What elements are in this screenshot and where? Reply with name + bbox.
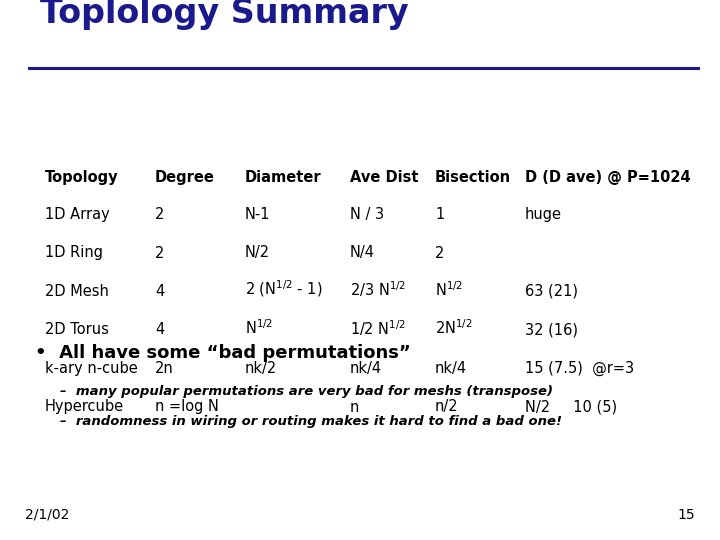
Text: 2N$^{1/2}$: 2N$^{1/2}$	[435, 319, 472, 338]
Text: D (D ave) @ P=1024: D (D ave) @ P=1024	[525, 170, 690, 185]
Text: 32 (16): 32 (16)	[525, 322, 578, 338]
Text: 2/1/02: 2/1/02	[25, 508, 69, 522]
Text: –  randomness in wiring or routing makes it hard to find a bad one!: – randomness in wiring or routing makes …	[60, 415, 562, 428]
Text: 2: 2	[155, 207, 164, 222]
Text: Degree: Degree	[155, 170, 215, 185]
Text: N/2     10 (5): N/2 10 (5)	[525, 400, 617, 415]
Text: 2: 2	[155, 246, 164, 260]
Text: 63 (21): 63 (21)	[525, 284, 578, 299]
Text: •  All have some “bad permutations”: • All have some “bad permutations”	[35, 344, 410, 362]
Text: huge: huge	[525, 207, 562, 222]
Text: –  many popular permutations are very bad for meshs (transpose): – many popular permutations are very bad…	[60, 385, 553, 398]
Text: 2: 2	[435, 246, 444, 260]
Text: N$^{1/2}$: N$^{1/2}$	[245, 319, 273, 338]
Text: k-ary n-cube: k-ary n-cube	[45, 361, 138, 376]
Text: 15 (7.5)  @r=3: 15 (7.5) @r=3	[525, 361, 634, 376]
Text: nk/4: nk/4	[435, 361, 467, 376]
Text: n =log N: n =log N	[155, 400, 219, 415]
Text: Toplology Summary: Toplology Summary	[40, 0, 409, 30]
Text: N/2: N/2	[245, 246, 270, 260]
Text: nk/4: nk/4	[350, 361, 382, 376]
Text: 2/3 N$^{1/2}$: 2/3 N$^{1/2}$	[350, 279, 406, 299]
Text: 2D Mesh: 2D Mesh	[45, 284, 109, 299]
Text: 2n: 2n	[155, 361, 174, 376]
Text: 4: 4	[155, 284, 164, 299]
Text: N / 3: N / 3	[350, 207, 384, 222]
Text: 4: 4	[155, 322, 164, 338]
Text: 2D Torus: 2D Torus	[45, 322, 109, 338]
Text: nk/2: nk/2	[245, 361, 277, 376]
Text: 1/2 N$^{1/2}$: 1/2 N$^{1/2}$	[350, 318, 406, 338]
Text: 1: 1	[435, 207, 444, 222]
Text: n: n	[350, 400, 359, 415]
Text: Diameter: Diameter	[245, 170, 322, 185]
Text: 1D Ring: 1D Ring	[45, 246, 103, 260]
Text: Bisection: Bisection	[435, 170, 511, 185]
Text: Hypercube: Hypercube	[45, 400, 124, 415]
Text: N/4: N/4	[350, 246, 375, 260]
Text: 15: 15	[678, 508, 695, 522]
Text: N-1: N-1	[245, 207, 271, 222]
Text: 1D Array: 1D Array	[45, 207, 109, 222]
Text: 2 (N$^{1/2}$ - 1): 2 (N$^{1/2}$ - 1)	[245, 278, 323, 299]
Text: Topology: Topology	[45, 170, 119, 185]
Text: N$^{1/2}$: N$^{1/2}$	[435, 280, 463, 299]
Text: Ave Dist: Ave Dist	[350, 170, 418, 185]
Text: n/2: n/2	[435, 400, 459, 415]
